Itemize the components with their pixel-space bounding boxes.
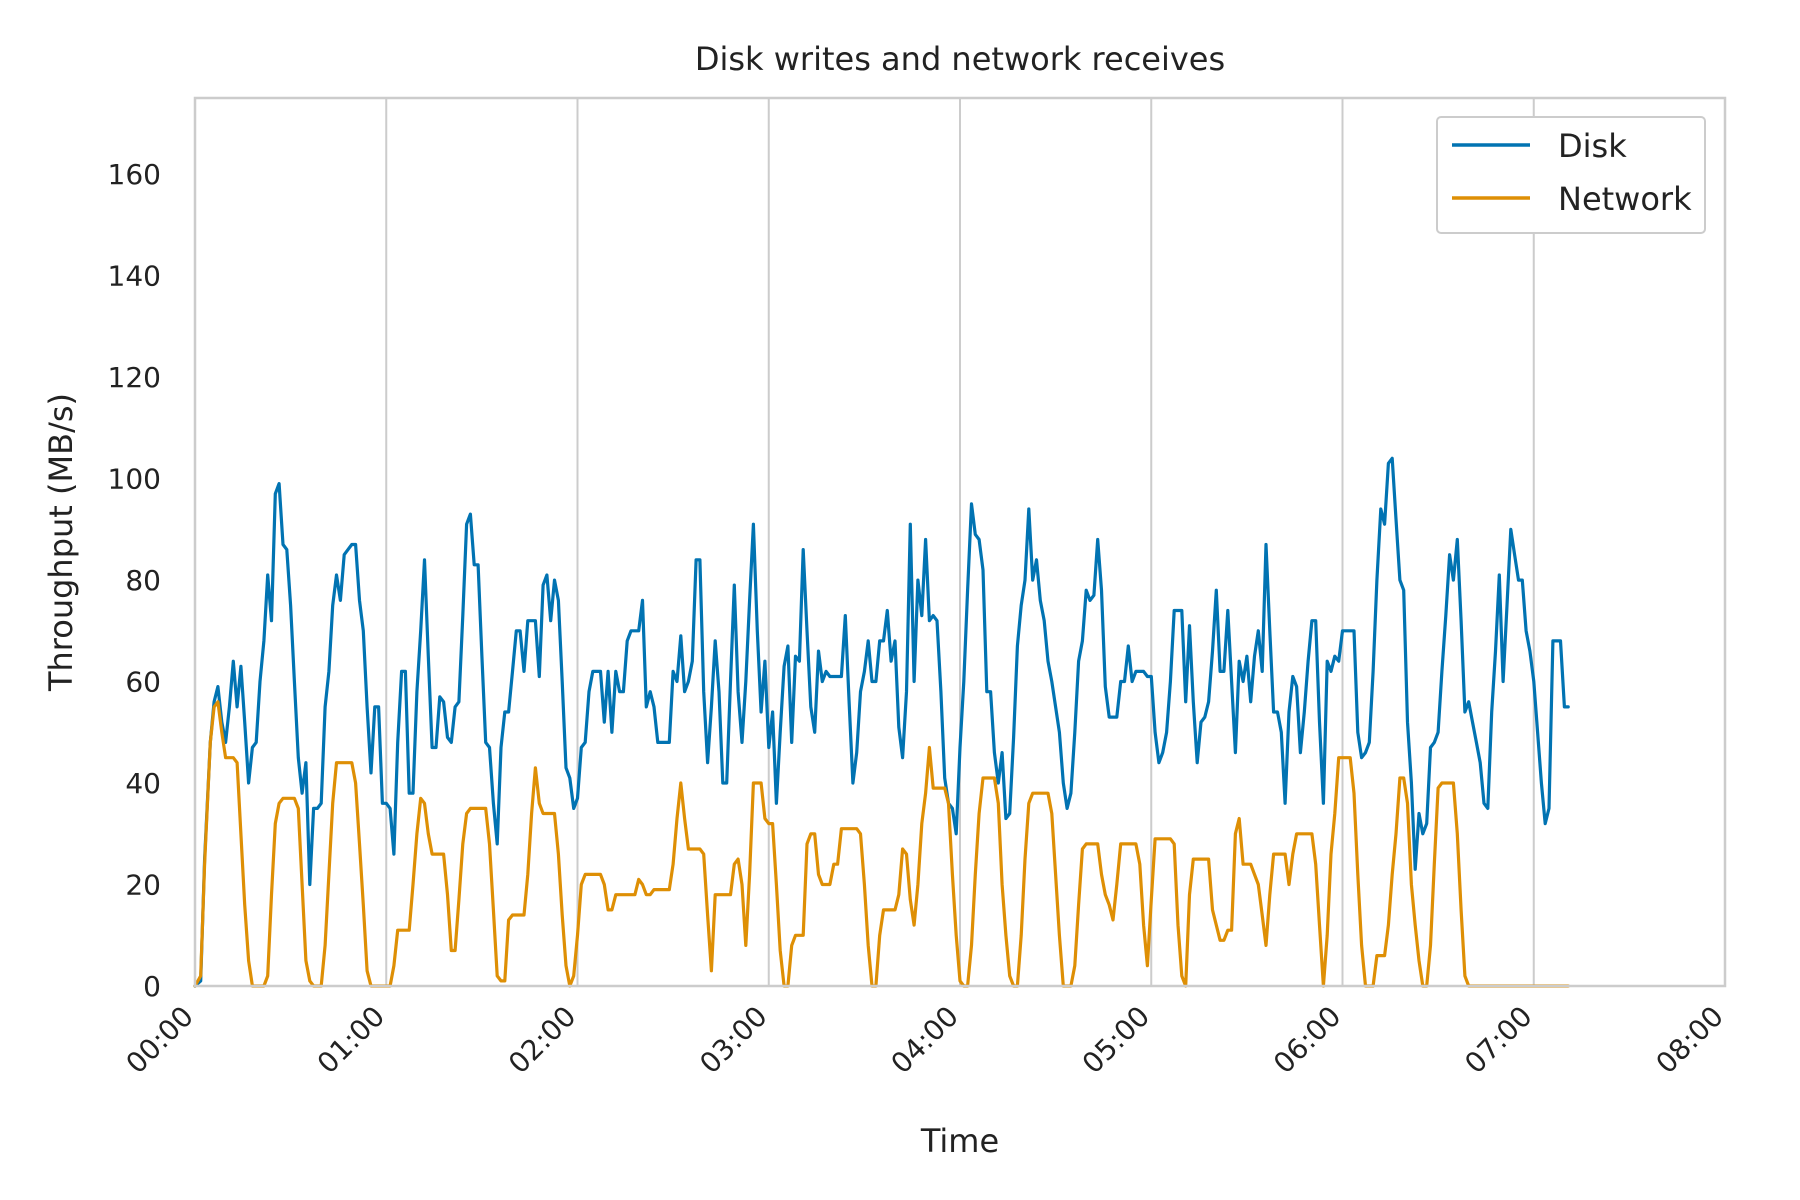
y-tick-label: 20	[125, 869, 161, 902]
legend: Disk Network	[1436, 116, 1706, 234]
y-tick-label: 100	[108, 463, 161, 496]
series-line-network	[193, 700, 1570, 988]
chart-title: Disk writes and network receives	[695, 40, 1225, 78]
y-tick-label: 160	[108, 158, 161, 191]
y-axis-label: Throughput (MB/s)	[42, 393, 80, 692]
series-layer	[193, 456, 1570, 988]
y-tick-label: 40	[125, 767, 161, 800]
y-axis-ticks: 0 20 40 60 80 100 120 140 160	[108, 158, 161, 1003]
x-axis-label: Time	[920, 1122, 999, 1160]
legend-label-network: Network	[1558, 180, 1692, 218]
series-line-disk	[193, 456, 1570, 988]
plot-frame	[193, 96, 1727, 988]
legend-label-disk: Disk	[1558, 127, 1627, 165]
y-tick-label: 0	[143, 970, 161, 1003]
y-tick-label: 80	[125, 564, 161, 597]
y-tick-label: 140	[108, 260, 161, 293]
y-tick-label: 60	[125, 666, 161, 699]
y-tick-label: 120	[108, 361, 161, 394]
